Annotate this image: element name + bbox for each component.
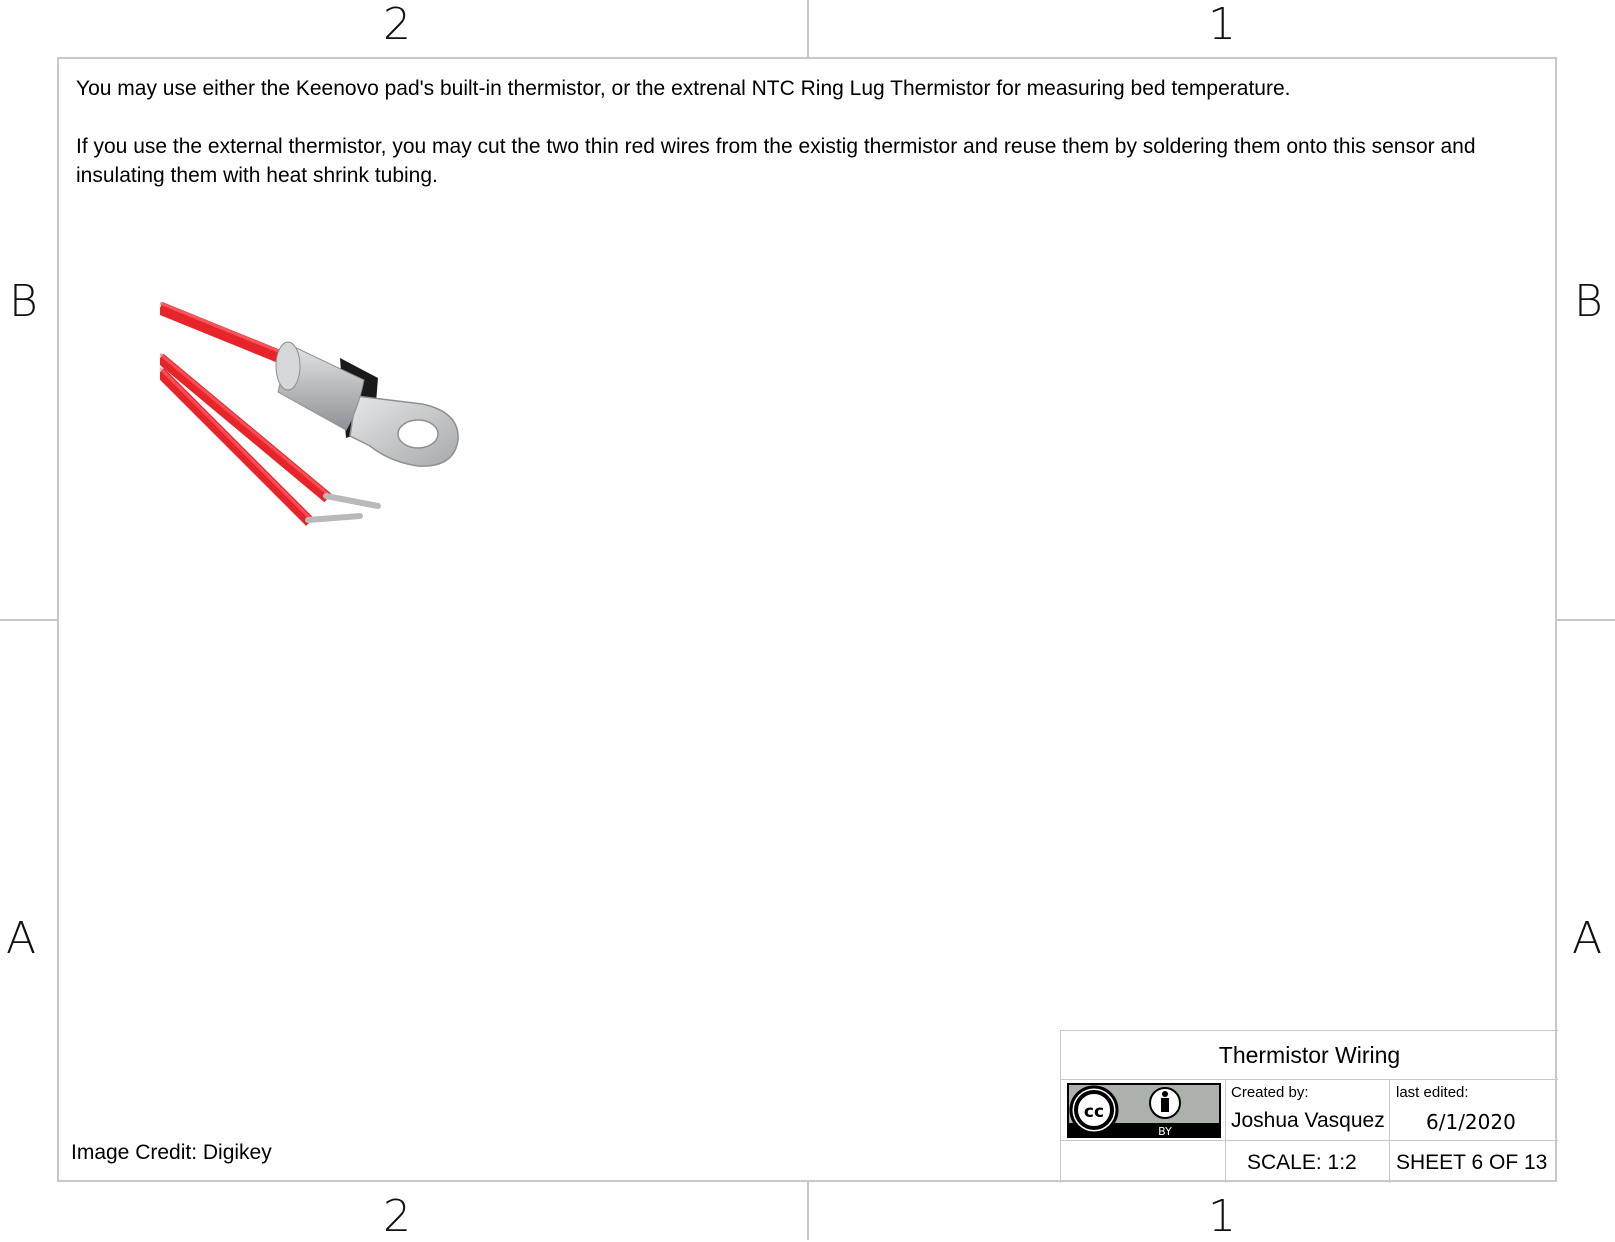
- cc-by-license-icon: cc BY: [1067, 1083, 1221, 1138]
- zone-label-left-a: A: [6, 913, 37, 964]
- zone-label-right-b: B: [1574, 276, 1603, 327]
- zone-label-left-b: B: [9, 276, 38, 327]
- red-wire-lower-1: [160, 353, 332, 503]
- zone-label-bottom-1: 1: [1208, 1191, 1236, 1242]
- note-paragraph-2: If you use the external thermistor, you …: [76, 135, 1476, 187]
- zone-tick-left: [0, 619, 57, 621]
- zone-label-top-1: 1: [1208, 0, 1236, 50]
- ring-lug-thermistor-image: [160, 301, 459, 526]
- zone-tick-top: [807, 0, 809, 57]
- title-block-divider: [1225, 1079, 1226, 1183]
- ring-lug-hole: [397, 419, 439, 449]
- zone-label-top-2: 2: [383, 0, 411, 50]
- drawing-title: Thermistor Wiring: [1061, 1031, 1558, 1080]
- zone-tick-bottom: [807, 1182, 809, 1240]
- stripped-wire-end-2: [305, 513, 363, 523]
- scale-value: SCALE: 1:2: [1247, 1151, 1357, 1174]
- svg-text:cc: cc: [1084, 1102, 1104, 1122]
- title-block: Thermistor Wiring cc BY Created by: Josh…: [1060, 1030, 1558, 1183]
- title-block-divider: [1061, 1140, 1558, 1141]
- created-by-label: Created by:: [1231, 1084, 1309, 1101]
- zone-tick-right: [1557, 619, 1615, 621]
- sheet-number: SHEET 6 OF 13: [1396, 1151, 1548, 1174]
- author-name: Joshua Vasquez: [1231, 1109, 1385, 1132]
- note-paragraph-1: You may use either the Keenovo pad's bui…: [76, 77, 1291, 100]
- red-wire-upper: [160, 301, 291, 367]
- license-badge-label: BY: [1158, 1125, 1172, 1138]
- last-edited-label: last edited:: [1396, 1084, 1469, 1101]
- image-credit: Image Credit: Digikey: [71, 1141, 272, 1164]
- zone-label-right-a: A: [1572, 913, 1603, 964]
- red-wire-lower-2: [160, 368, 314, 526]
- last-edited-date: 6/1/2020: [1426, 1110, 1516, 1134]
- zone-label-bottom-2: 2: [383, 1191, 411, 1242]
- drawing-frame: [57, 57, 1557, 1182]
- stripped-wire-end-1: [323, 493, 381, 509]
- title-block-divider: [1389, 1079, 1390, 1183]
- notes-block: You may use either the Keenovo pad's bui…: [76, 74, 1496, 219]
